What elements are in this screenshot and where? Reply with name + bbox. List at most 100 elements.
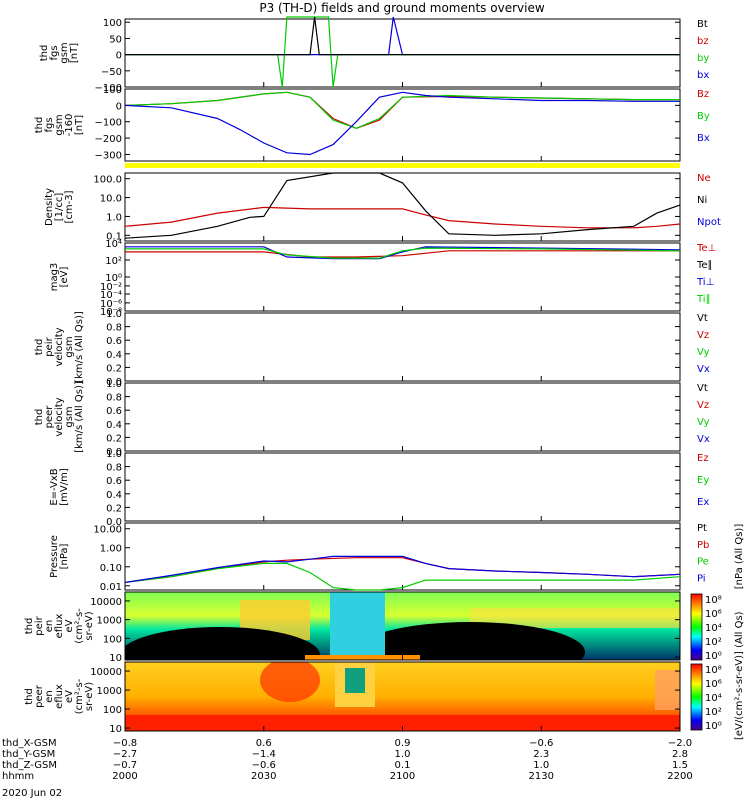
y-tick-label: 0.2 bbox=[106, 503, 122, 514]
panel-peir-velocity: 1.0 0.8 0.6 0.4 0.2 0.0 thd peir velocity gsm [km/… bbox=[34, 309, 710, 388]
y-axis-label: (cm²-s- bbox=[74, 678, 85, 714]
y-tick-label: 0 bbox=[116, 51, 122, 62]
y-axis-label: thd bbox=[24, 688, 35, 705]
axis-row-value: −0.6 bbox=[252, 760, 276, 771]
y-axis-label: (cm²-s- bbox=[74, 608, 85, 644]
colorbar-tick-label: 10⁰ bbox=[705, 651, 722, 662]
y-axis-label: peer bbox=[34, 684, 45, 708]
y-axis-label: velocity bbox=[54, 327, 65, 366]
y-axis-label: mag3 bbox=[49, 263, 60, 292]
y-axis-label: [nPa] bbox=[59, 543, 70, 569]
axis-row-value: 2000 bbox=[112, 771, 137, 782]
y-tick-label: 1.00 bbox=[100, 544, 122, 555]
y-tick-label: 10 bbox=[109, 724, 122, 735]
axis-row-value: 1.5 bbox=[672, 760, 688, 771]
y-tick-label: 0.8 bbox=[106, 323, 122, 334]
colorbar-label: [eV/(cm²-s-sr-eV)] (All Qs) bbox=[734, 611, 745, 740]
legend-Vt: Vt bbox=[697, 383, 708, 394]
panel-peer-eflux: 10000 1000 100 10 thd peer en eflux eV (cm²-s-sr-… bbox=[24, 661, 681, 735]
panel-efield: 1.0 0.8 0.6 0.4 0.2 0.0 E=-VxB [mV/m] Ez Ey Ex bbox=[49, 449, 709, 528]
y-tick-label: 0.6 bbox=[106, 476, 122, 487]
y-tick-label: 100 bbox=[103, 705, 122, 716]
y-tick-label: 10⁻² bbox=[100, 282, 122, 293]
y-tick-label: 0.01 bbox=[100, 582, 122, 593]
y-tick-label: 10⁴ bbox=[105, 239, 122, 250]
y-tick-label: 1000 bbox=[97, 616, 122, 627]
y-axis-label: peer bbox=[44, 405, 55, 429]
y-tick-label: 0.0 bbox=[106, 377, 122, 388]
axis-row-value: 1.0 bbox=[533, 760, 549, 771]
legend-Vx: Vx bbox=[697, 434, 710, 445]
colorbar-ticks: 10⁸ 10⁶ 10⁴ 10² 10⁰ 10⁸ 10⁶ 10⁴ 10² 10⁰ bbox=[705, 595, 722, 732]
panel-peer-velocity: 1.0 0.8 0.6 0.4 0.2 0.0 thd peer velocity gsm [km/… bbox=[34, 379, 710, 458]
legend-Pt: Pt bbox=[697, 523, 707, 534]
axis-row-value: 0.9 bbox=[395, 738, 411, 749]
y-tick-label: 0.4 bbox=[106, 420, 122, 431]
axis-row-value: 0.1 bbox=[395, 760, 411, 771]
series-fgs-sm-by bbox=[125, 16, 680, 88]
axis-row-value: −2.7 bbox=[113, 749, 137, 760]
axis-row-name: hhmm bbox=[2, 771, 34, 782]
legend-Ni: Ni bbox=[697, 195, 707, 206]
y-tick-label: 10² bbox=[105, 256, 122, 267]
y-tick-label: 0 bbox=[116, 101, 122, 112]
legend-by: by bbox=[697, 53, 709, 64]
y-tick-label: 10.00 bbox=[93, 525, 122, 536]
legend-By: By bbox=[697, 111, 710, 122]
legend-bz: bz bbox=[697, 36, 709, 47]
legend-Ne: Ne bbox=[697, 173, 711, 184]
y-tick-label: 0.6 bbox=[106, 406, 122, 417]
x-axis-table: thd_X-GSM −0.8 0.6 0.9 −0.6 −2.0 thd_Y-GSM −2.7… bbox=[2, 738, 693, 782]
y-tick-label: 0.1 bbox=[106, 231, 122, 242]
series-temperature-Ti∥ bbox=[125, 247, 681, 259]
legend-Vy: Vy bbox=[697, 417, 710, 428]
y-axis-label: eV bbox=[64, 619, 75, 632]
legend-Vx: Vx bbox=[697, 364, 710, 375]
y-tick-label: 10⁻⁸ bbox=[100, 307, 122, 318]
y-axis-label: eflux bbox=[54, 684, 65, 709]
y-axis-label: thd bbox=[34, 117, 45, 134]
legend-Vt: Vt bbox=[697, 313, 708, 324]
y-axis-label: [cm-3] bbox=[64, 190, 75, 223]
figure-title: P3 (TH-D) fields and ground moments over… bbox=[259, 1, 544, 15]
y-tick-label: −100 bbox=[95, 83, 122, 94]
ion-spectrogram bbox=[125, 592, 680, 660]
y-axis-label: eV bbox=[64, 690, 75, 703]
date-label: 2020 Jun 02 bbox=[2, 788, 62, 799]
axis-row-name: thd_Z-GSM bbox=[2, 760, 57, 771]
y-tick-label: 0.4 bbox=[106, 490, 122, 501]
axis-row-value: 2030 bbox=[251, 771, 276, 782]
series-fgs-gsm-Bx bbox=[124, 91, 680, 156]
y-tick-label: 100 bbox=[103, 634, 122, 645]
y-axis-label: gsm bbox=[64, 406, 75, 427]
series-fgs-sm-Bt bbox=[125, 16, 680, 56]
y-tick-label: 0.2 bbox=[106, 433, 122, 444]
y-tick-label: 1.0 bbox=[106, 309, 122, 320]
colorbar: 10⁸ 10⁶ 10⁴ 10² 10⁰ 10⁸ 10⁶ 10⁴ 10² 10⁰ [eV/(cm²-… bbox=[690, 593, 745, 740]
y-axis-label: fgs bbox=[49, 45, 60, 60]
y-axis-label: [km/s (All Qs)] bbox=[74, 381, 85, 453]
legend-Bx: Bx bbox=[697, 133, 710, 144]
y-tick-label: 1.0 bbox=[106, 449, 122, 460]
y-axis-label: -160 bbox=[64, 114, 75, 137]
axis-row-value: −0.6 bbox=[529, 738, 553, 749]
y-tick-label: 100 bbox=[103, 18, 122, 29]
y-axis-label: thd bbox=[34, 409, 45, 426]
axis-row-value: −1.4 bbox=[252, 749, 276, 760]
panel-frame bbox=[124, 242, 681, 312]
y-tick-label: 0.4 bbox=[106, 350, 122, 361]
colorbar-tick-label: 10⁶ bbox=[705, 609, 722, 620]
axis-row-value: 1.0 bbox=[395, 749, 411, 760]
axis-row-name: thd_Y-GSM bbox=[2, 749, 55, 760]
y-tick-label: 10000 bbox=[90, 597, 122, 608]
legend-Ti⊥: Ti⊥ bbox=[696, 277, 714, 288]
y-tick-label: 1.0 bbox=[106, 212, 122, 223]
y-axis-label: Pressure bbox=[49, 535, 60, 578]
y-tick-label: 100.0 bbox=[93, 175, 122, 186]
quality-flag-bar bbox=[125, 163, 680, 168]
y-tick-label: −50 bbox=[101, 67, 122, 78]
colorbar-tick-label: 10⁰ bbox=[705, 721, 722, 732]
y-tick-label: 10 bbox=[109, 653, 122, 664]
